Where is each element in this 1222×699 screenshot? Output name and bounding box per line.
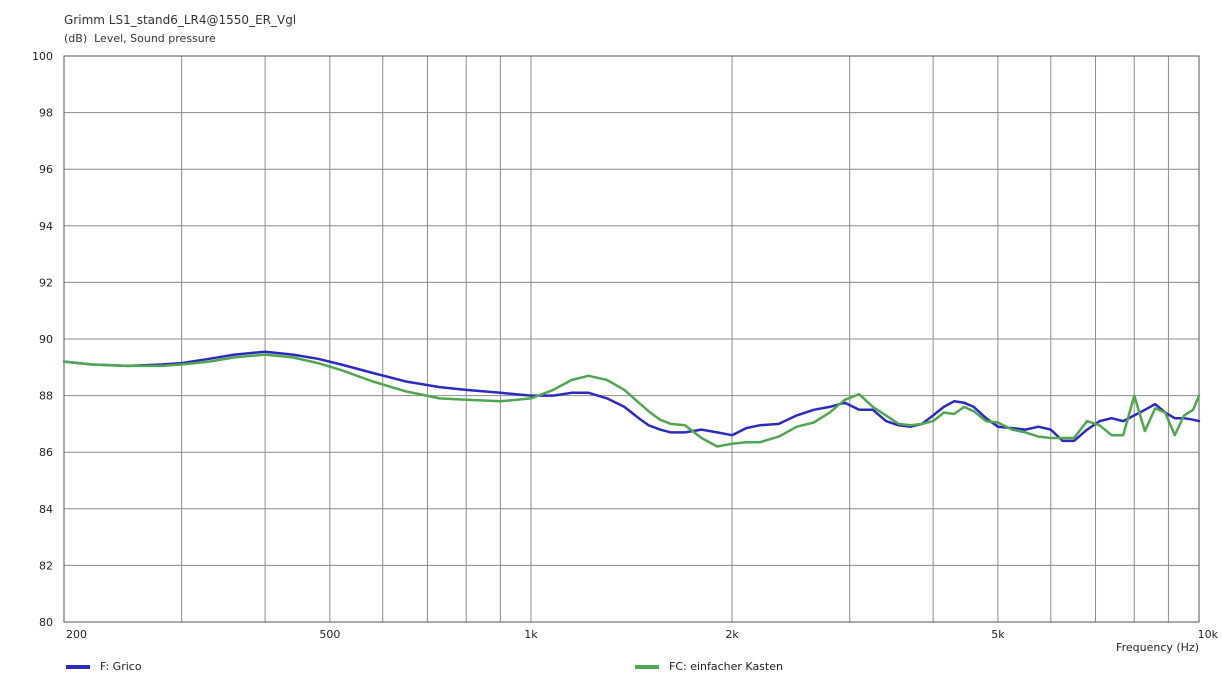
y-tick-label: 90 bbox=[39, 333, 53, 346]
y-tick-label: 94 bbox=[39, 220, 53, 233]
y-tick-label: 84 bbox=[39, 503, 53, 516]
tick-labels: 80 82 84 86 88 90 92 94 96 98 100 200 500 1k 2k 5k 10k bbox=[32, 50, 1219, 641]
y-tick-label: 86 bbox=[39, 446, 53, 459]
grid bbox=[63, 55, 1200, 623]
legend-swatch-series-2 bbox=[635, 664, 659, 669]
x-tick-label: 5k bbox=[991, 628, 1005, 641]
x-tick-label: 10k bbox=[1198, 628, 1219, 641]
legend-label-series-2: FC: einfacher Kasten bbox=[669, 660, 783, 673]
legend-label-series-1: F: Grico bbox=[100, 660, 142, 673]
plot-frame bbox=[63, 55, 1200, 623]
x-tick-label: 1k bbox=[524, 628, 538, 641]
x-axis-label: Frequency (Hz) bbox=[1116, 641, 1199, 654]
y-tick-label: 92 bbox=[39, 276, 53, 289]
y-unit-label: (dB) bbox=[64, 32, 88, 45]
series-layer bbox=[62, 350, 1201, 448]
y-tick-label: 82 bbox=[39, 559, 53, 572]
x-tick-label: 500 bbox=[319, 628, 340, 641]
y-quantity-label: Level, Sound pressure bbox=[94, 32, 216, 45]
legend-item-series-2: FC: einfacher Kasten bbox=[635, 660, 783, 673]
chart-title: Grimm LS1_stand6_LR4@1550_ER_Vgl bbox=[64, 13, 297, 27]
legend-swatch-series-1 bbox=[66, 664, 90, 669]
series-line-1 bbox=[62, 350, 1201, 443]
y-tick-label: 88 bbox=[39, 390, 53, 403]
y-tick-label: 100 bbox=[32, 50, 53, 63]
y-tick-label: 98 bbox=[39, 107, 53, 120]
series-line-2 bbox=[62, 353, 1201, 448]
x-tick-label: 2k bbox=[725, 628, 739, 641]
y-tick-label: 80 bbox=[39, 616, 53, 629]
legend-item-series-1: F: Grico bbox=[66, 660, 142, 673]
y-axis-label: (dB) Level, Sound pressure bbox=[64, 32, 216, 45]
x-tick-label: 200 bbox=[66, 628, 87, 641]
y-tick-label: 96 bbox=[39, 163, 53, 176]
